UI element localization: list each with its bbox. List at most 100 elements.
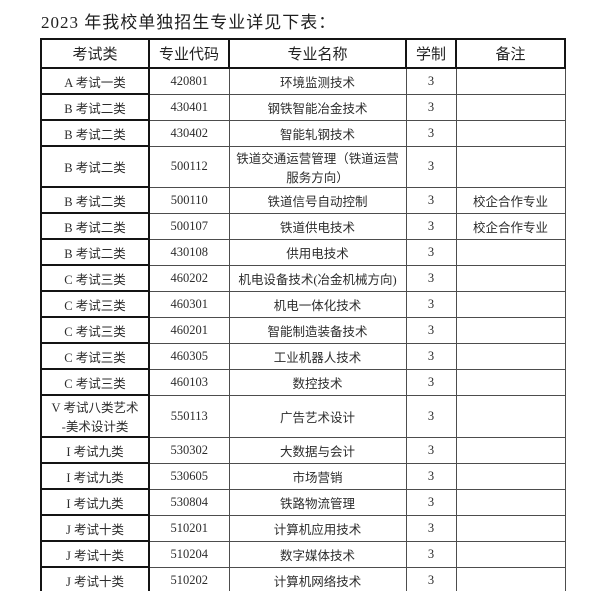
cell-duration: 3 [405, 342, 457, 370]
table-row: J 考试十类 510204 数字媒体技术 3 [40, 540, 566, 568]
majors-table: 考试类 专业代码 专业名称 学制 备注 A 考试一类 420801 环境监测技术 3 B… [40, 38, 566, 591]
cell-major-name: 计算机网络技术 [228, 566, 407, 591]
cell-exam-category: C 考试三类 [40, 290, 150, 318]
table-row: B 考试二类 500107 铁道供电技术 3 校企合作专业 [40, 212, 566, 240]
cell-note [455, 540, 566, 568]
cell-major-code: 510201 [148, 514, 230, 542]
cell-exam-category: B 考试二类 [40, 212, 150, 240]
cell-note [455, 316, 566, 344]
cell-major-code: 500112 [148, 145, 230, 188]
cell-major-code: 460305 [148, 342, 230, 370]
cell-note [455, 264, 566, 292]
cell-duration: 3 [405, 316, 457, 344]
cell-major-name: 铁路物流管理 [228, 488, 407, 516]
cell-duration: 3 [405, 566, 457, 591]
cell-major-code: 530804 [148, 488, 230, 516]
cell-major-name: 数控技术 [228, 368, 407, 396]
cell-note [455, 394, 566, 438]
table-row: C 考试三类 460305 工业机器人技术 3 [40, 342, 566, 370]
table-row: B 考试二类 430402 智能轧钢技术 3 [40, 119, 566, 147]
cell-major-name: 钢铁智能冶金技术 [228, 93, 407, 121]
cell-major-name: 供用电技术 [228, 238, 407, 266]
cell-major-code: 510204 [148, 540, 230, 568]
cell-exam-category: A 考试一类 [40, 67, 150, 95]
cell-major-name: 铁道信号自动控制 [228, 186, 407, 214]
cell-major-code: 430402 [148, 119, 230, 147]
cell-major-code: 460103 [148, 368, 230, 396]
cell-exam-category: B 考试二类 [40, 145, 150, 188]
table-row: B 考试二类 500112 铁道交通运营管理（铁道运营 服务方向） 3 [40, 145, 566, 188]
table-body: A 考试一类 420801 环境监测技术 3 B 考试二类 430401 钢铁智能冶金技术 3… [40, 67, 566, 591]
col-header-exam-category: 考试类 [40, 38, 150, 69]
cell-note [455, 436, 566, 464]
cell-exam-category: C 考试三类 [40, 316, 150, 344]
cell-note [455, 514, 566, 542]
cell-exam-category: C 考试三类 [40, 264, 150, 292]
cell-major-code: 530605 [148, 462, 230, 490]
cell-major-name: 广告艺术设计 [228, 394, 407, 438]
cell-note [455, 488, 566, 516]
cell-duration: 3 [405, 186, 457, 214]
cell-major-name: 大数据与会计 [228, 436, 407, 464]
cell-note [455, 93, 566, 121]
cell-major-name: 机电一体化技术 [228, 290, 407, 318]
cell-major-code: 530302 [148, 436, 230, 464]
cell-duration: 3 [405, 119, 457, 147]
cell-note [455, 462, 566, 490]
table-row: A 考试一类 420801 环境监测技术 3 [40, 67, 566, 95]
cell-major-code: 550113 [148, 394, 230, 438]
table-row: I 考试九类 530804 铁路物流管理 3 [40, 488, 566, 516]
cell-major-code: 460202 [148, 264, 230, 292]
table-row: J 考试十类 510202 计算机网络技术 3 [40, 566, 566, 591]
cell-duration: 3 [405, 514, 457, 542]
cell-duration: 3 [405, 394, 457, 438]
table-row: C 考试三类 460202 机电设备技术(冶金机械方向) 3 [40, 264, 566, 292]
cell-exam-category: C 考试三类 [40, 368, 150, 396]
cell-major-code: 460301 [148, 290, 230, 318]
table-row: C 考试三类 460201 智能制造装备技术 3 [40, 316, 566, 344]
cell-exam-category: B 考试二类 [40, 186, 150, 214]
table-row: C 考试三类 460103 数控技术 3 [40, 368, 566, 396]
cell-major-name: 铁道供电技术 [228, 212, 407, 240]
cell-duration: 3 [405, 290, 457, 318]
cell-note: 校企合作专业 [455, 186, 566, 214]
cell-duration: 3 [405, 67, 457, 95]
cell-major-code: 430401 [148, 93, 230, 121]
cell-major-name: 计算机应用技术 [228, 514, 407, 542]
col-header-note: 备注 [455, 38, 566, 69]
header-row: 考试类 专业代码 专业名称 学制 备注 [40, 38, 566, 69]
page-title: 2023 年我校单独招生专业详见下表： [41, 13, 337, 32]
table-row: B 考试二类 430401 钢铁智能冶金技术 3 [40, 93, 566, 121]
cell-note [455, 238, 566, 266]
cell-duration: 3 [405, 264, 457, 292]
cell-duration: 3 [405, 462, 457, 490]
cell-major-name: 智能制造装备技术 [228, 316, 407, 344]
cell-note [455, 368, 566, 396]
cell-exam-category: C 考试三类 [40, 342, 150, 370]
cell-major-code: 510202 [148, 566, 230, 591]
cell-duration: 3 [405, 238, 457, 266]
table-row: I 考试九类 530302 大数据与会计 3 [40, 436, 566, 464]
table-row: B 考试二类 500110 铁道信号自动控制 3 校企合作专业 [40, 186, 566, 214]
cell-exam-category: V 考试八类艺术 -美术设计类 [40, 394, 150, 438]
cell-note [455, 290, 566, 318]
cell-major-name: 智能轧钢技术 [228, 119, 407, 147]
cell-duration: 3 [405, 93, 457, 121]
cell-note [455, 566, 566, 591]
cell-major-code: 420801 [148, 67, 230, 95]
cell-exam-category: I 考试九类 [40, 436, 150, 464]
cell-major-code: 500107 [148, 212, 230, 240]
col-header-duration: 学制 [405, 38, 457, 69]
table-row: B 考试二类 430108 供用电技术 3 [40, 238, 566, 266]
cell-major-code: 500110 [148, 186, 230, 214]
cell-note [455, 145, 566, 188]
cell-note: 校企合作专业 [455, 212, 566, 240]
table-row: C 考试三类 460301 机电一体化技术 3 [40, 290, 566, 318]
table-row: V 考试八类艺术 -美术设计类 550113 广告艺术设计 3 [40, 394, 566, 438]
cell-major-name: 机电设备技术(冶金机械方向) [228, 264, 407, 292]
cell-exam-category: J 考试十类 [40, 540, 150, 568]
col-header-major-code: 专业代码 [148, 38, 230, 69]
cell-exam-category: J 考试十类 [40, 566, 150, 591]
cell-exam-category: I 考试九类 [40, 462, 150, 490]
